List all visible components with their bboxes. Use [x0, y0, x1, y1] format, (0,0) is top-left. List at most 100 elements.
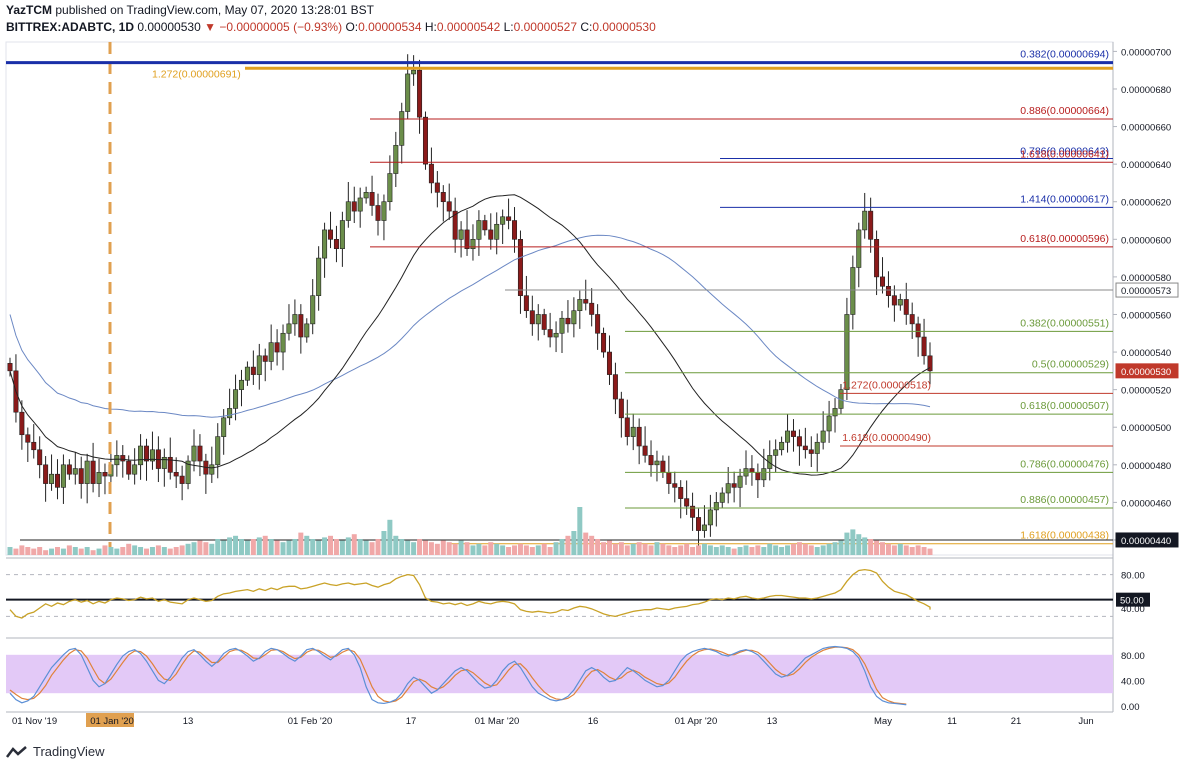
candle	[606, 351, 612, 375]
volume-bar	[547, 547, 553, 555]
fib-level-label: 1.414(0.00000617)	[1020, 193, 1109, 205]
low-value: 0.00000527	[513, 20, 578, 34]
ma-200-line	[9, 234, 931, 418]
volume-bar	[60, 548, 66, 555]
candle	[630, 426, 636, 437]
candle	[375, 205, 381, 221]
volume-bar	[832, 542, 838, 555]
stoch-tick-label: 0.00	[1121, 702, 1140, 713]
candle	[149, 449, 155, 462]
open-label: O:	[345, 20, 359, 34]
candle	[654, 460, 660, 466]
candle	[144, 445, 150, 462]
time-tick-label: 01 Jan '20	[90, 716, 134, 727]
fib-level-label: 1.618(0.00000641)	[1020, 148, 1109, 160]
price-axis-tag	[1115, 532, 1179, 548]
candle	[636, 426, 642, 447]
volume-bar	[96, 548, 102, 555]
time-tick-label: 01 Feb '20	[288, 716, 333, 727]
candle	[357, 197, 363, 212]
fib-level-label: 0.786(0.00000476)	[1020, 458, 1109, 470]
price-tick-label: 0.00000460	[1121, 498, 1171, 509]
candle	[43, 464, 49, 484]
price-tick-label: 0.00000600	[1121, 235, 1171, 246]
volume-bar	[274, 540, 280, 555]
volume-bar	[523, 545, 529, 555]
volume-bar	[767, 543, 773, 555]
volume-bar	[126, 543, 132, 555]
volume-bar	[636, 542, 642, 555]
brand-name: TradingView	[33, 744, 105, 759]
candle	[666, 472, 672, 484]
volume-bar	[185, 543, 191, 555]
volume-bar	[120, 547, 126, 555]
volume-bar	[707, 545, 713, 555]
volume-bar	[719, 545, 725, 555]
volume-bar	[221, 540, 227, 555]
candle	[601, 332, 607, 353]
candle	[565, 317, 571, 325]
candle	[393, 145, 399, 174]
time-tick-label: 17	[406, 716, 417, 727]
volume-bar	[405, 540, 411, 555]
price-tick-label: 0.00000480	[1121, 461, 1171, 472]
candle	[737, 475, 743, 488]
volume-bar	[850, 529, 856, 555]
candle	[529, 310, 535, 325]
candle	[577, 299, 583, 312]
candle	[428, 163, 434, 184]
price-axis-tag	[1115, 363, 1179, 379]
volume-bar	[411, 542, 417, 555]
tradingview-logo: TradingView	[6, 744, 105, 759]
volume-bar	[197, 540, 203, 555]
candle	[684, 498, 690, 507]
price-tick-label: 0.00000520	[1121, 386, 1171, 397]
volume-bar	[381, 531, 387, 555]
rsi-tick-label: 80.00	[1121, 571, 1145, 582]
candle	[660, 460, 666, 473]
candle	[25, 434, 31, 443]
volume-bar	[808, 545, 814, 555]
candle	[244, 366, 250, 381]
price-tick-label: 0.00000640	[1121, 160, 1171, 171]
candle	[250, 366, 256, 375]
volume-bar	[838, 540, 844, 555]
volume-bar	[488, 542, 494, 555]
candle	[19, 411, 25, 436]
stoch-k-line	[9, 645, 907, 706]
volume-bar	[678, 545, 684, 555]
ma-100-line	[9, 194, 931, 476]
candle	[440, 192, 446, 203]
volume-bar	[903, 545, 909, 555]
fib-level-label: 0.886(0.00000457)	[1020, 494, 1109, 506]
candle	[921, 336, 927, 357]
candle	[304, 323, 310, 338]
volume-bar	[666, 545, 672, 555]
open-value: 0.00000534	[358, 20, 422, 34]
candle	[126, 460, 132, 475]
price-change: −0.00000005 (−0.93%)	[219, 20, 343, 34]
volume-bar	[31, 548, 37, 555]
candle	[868, 210, 874, 240]
volume-bar	[915, 545, 921, 555]
volume-bar	[737, 547, 743, 555]
volume-bar	[921, 547, 927, 555]
volume-bar	[565, 535, 571, 555]
candle	[874, 239, 880, 278]
candle	[339, 220, 345, 250]
volume-bar	[369, 542, 375, 555]
volume-bar	[280, 542, 286, 555]
volume-bar	[357, 539, 363, 555]
candle	[78, 468, 84, 484]
volume-bar	[132, 545, 138, 555]
candle	[464, 229, 470, 250]
stoch-band	[6, 654, 1113, 694]
volume-bar	[654, 542, 660, 555]
candle	[796, 436, 802, 447]
rsi-axis-tag	[1116, 592, 1150, 607]
candle	[215, 436, 221, 466]
volume-bar	[351, 534, 357, 555]
volume-bar	[203, 542, 209, 555]
candle	[292, 314, 298, 325]
